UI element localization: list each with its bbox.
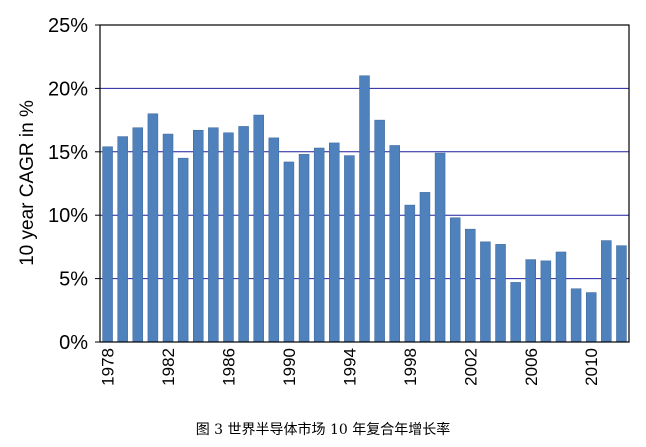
bar-2010 [585, 292, 597, 343]
x-tick-label-1990: 1990 [280, 348, 299, 386]
bar-1999 [419, 192, 431, 343]
bar-1979 [117, 136, 128, 343]
bar-1997 [389, 145, 400, 343]
bar-1988 [253, 114, 264, 343]
bar-1986 [223, 132, 234, 343]
bar-2002 [465, 228, 476, 343]
x-tick-label-2006: 2006 [522, 348, 541, 386]
bar-2008 [555, 251, 567, 343]
bar-1990 [283, 161, 295, 343]
bar-1991 [298, 154, 310, 343]
bar-2007 [540, 260, 552, 343]
x-tick-label-2010: 2010 [582, 348, 601, 386]
plot-area-frame [99, 24, 630, 343]
bar-1984 [193, 129, 204, 343]
x-tick-label-1994: 1994 [340, 348, 359, 386]
bar-2011 [601, 240, 612, 343]
bar-1995 [359, 75, 370, 343]
bar-1983 [177, 157, 189, 343]
bar-1998 [404, 204, 416, 343]
bar-1992 [313, 147, 325, 343]
x-tick-label-1982: 1982 [159, 348, 178, 386]
bar-1994 [344, 155, 355, 343]
bar-1987 [238, 126, 249, 343]
y-tick-label: 15% [48, 142, 88, 164]
y-axis-label: 10 year CAGR in % [17, 100, 38, 266]
bar-2000 [434, 152, 446, 343]
x-tick-label-1978: 1978 [99, 348, 118, 386]
bars [102, 75, 627, 343]
figure-caption: 图 3 世界半导体市场 10 年复合年增长率 [195, 422, 451, 438]
bar-1982 [162, 133, 174, 343]
bar-2009 [570, 288, 582, 343]
bar-1980 [132, 127, 144, 343]
y-tick-label: 5% [59, 269, 88, 291]
x-tick-label-1986: 1986 [219, 348, 238, 386]
x-tick-label-2002: 2002 [461, 348, 480, 386]
bar-1985 [208, 127, 219, 343]
bar-1981 [147, 113, 159, 343]
bar-2006 [525, 259, 537, 343]
bar-1993 [329, 142, 340, 343]
y-tick-label: 20% [48, 78, 88, 100]
x-axis-ticks: 1978 1982 1986 1990 1994 1998 2002 2006 2010 [99, 348, 602, 386]
y-tick-label: 0% [59, 332, 88, 354]
y-tick-label: 10% [48, 205, 88, 227]
x-tick-label-1998: 1998 [401, 348, 420, 386]
y-tick-label: 25% [48, 15, 88, 37]
bar-1978 [102, 146, 113, 343]
bar-2003 [480, 241, 491, 343]
bar-2012 [616, 245, 627, 343]
bar-1996 [374, 119, 385, 343]
bar-2005 [510, 282, 521, 343]
y-axis-ticks: 0% 5% 10% 15% 20% 25% [48, 15, 100, 354]
bar-1989 [268, 137, 280, 343]
bar-2004 [495, 244, 506, 343]
bar-2001 [449, 217, 461, 343]
